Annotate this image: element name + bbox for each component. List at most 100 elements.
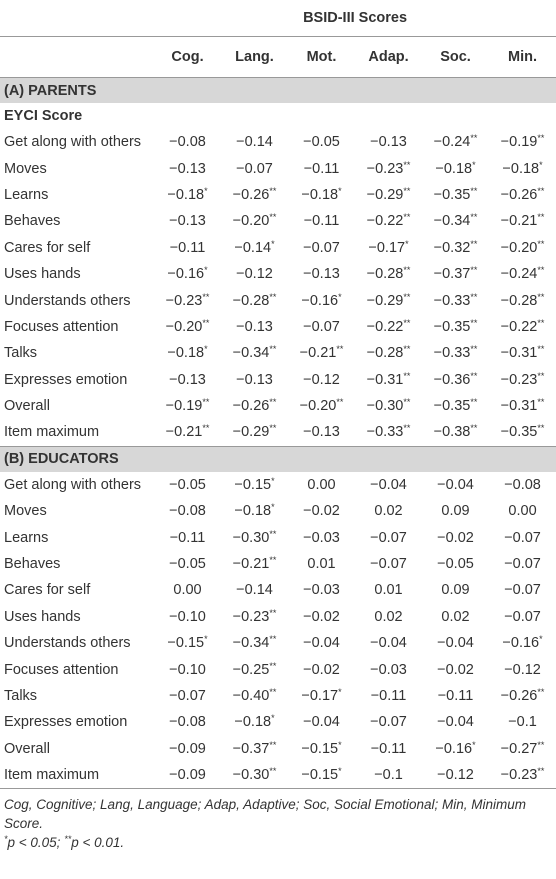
cell: −0.37** — [232, 739, 277, 757]
cell: −0.11 — [370, 740, 407, 757]
cell: 0.09 — [441, 582, 470, 599]
cell: −0.08 — [504, 476, 541, 493]
cell: −0.37** — [433, 265, 478, 283]
cell: −0.21** — [500, 212, 545, 230]
row-label: Overall — [4, 398, 50, 415]
row-label: Focuses attention — [4, 661, 119, 678]
row-label: Overall — [4, 740, 50, 757]
data-row: Moves −0.08 −0.18* −0.02 0.02 0.09 0.00 — [0, 498, 556, 524]
cell: −0.04 — [370, 635, 407, 652]
cell: −0.28** — [366, 265, 411, 283]
cell: −0.33** — [433, 291, 478, 309]
section-band: (B) EDUCATORS — [0, 445, 556, 472]
cell: −0.13 — [169, 160, 206, 177]
row-label: Understands others — [4, 635, 131, 652]
cell: −0.21** — [165, 423, 210, 441]
footnote: Cog, Cognitive; Lang, Language; Adap, Ad… — [4, 797, 527, 832]
cell: −0.14 — [236, 582, 273, 599]
cell: −0.29** — [366, 185, 411, 203]
cell: −0.27** — [500, 739, 545, 757]
cell: −0.36** — [433, 370, 478, 388]
column-header: Mot. — [288, 36, 355, 78]
data-row: Learns −0.18* −0.26** −0.18* −0.29** −0.35** −… — [0, 182, 556, 208]
results-table: BSID-III Scores Cog. Lang. Mot. Adap. Soc. Mi… — [0, 0, 556, 790]
cell: −0.16* — [167, 265, 208, 283]
cell: −0.28** — [366, 344, 411, 362]
cell: −0.18* — [301, 185, 342, 203]
row-label: Expresses emotion — [4, 714, 128, 731]
row-label: Learns — [4, 529, 49, 546]
data-row: Cares for self 0.00 −0.14 −0.03 0.01 0.09 −0.0… — [0, 577, 556, 603]
cell: −0.04 — [303, 635, 340, 652]
cell: −0.13 — [370, 134, 407, 151]
cell: −0.03 — [370, 661, 407, 678]
cell: −0.11 — [303, 213, 340, 230]
cell: −0.18* — [167, 185, 208, 203]
row-label: Expresses emotion — [4, 371, 128, 388]
cell: −0.04 — [437, 476, 474, 493]
cell: −0.13 — [236, 371, 273, 388]
cell: −0.35** — [500, 423, 545, 441]
data-row: Focuses attention −0.20** −0.13 −0.07 −0.22*… — [0, 314, 556, 340]
cell: 0.02 — [441, 608, 470, 625]
cell: −0.35** — [433, 317, 478, 335]
cell: −0.04 — [303, 714, 340, 731]
cell: −0.18* — [234, 713, 275, 731]
cell: −0.18* — [234, 502, 275, 520]
blank — [0, 36, 154, 78]
cell: −0.13 — [236, 318, 273, 335]
cell: −0.25** — [232, 660, 277, 678]
cell: −0.07 — [504, 608, 541, 625]
column-header: Min. — [489, 36, 556, 78]
cell: −0.19** — [165, 397, 210, 415]
cell: −0.07 — [370, 556, 407, 573]
data-row: Moves −0.13 −0.07 −0.11 −0.23** −0.18* −0.18* — [0, 155, 556, 181]
cell: −0.20** — [165, 317, 210, 335]
cell: −0.13 — [303, 424, 340, 441]
data-row: Learns −0.11 −0.30** −0.03 −0.07 −0.02 −0.07 — [0, 524, 556, 550]
cell: −0.1 — [508, 714, 537, 731]
cell: −0.02 — [437, 661, 474, 678]
data-row: Uses hands −0.10 −0.23** −0.02 0.02 0.02 −0.07 — [0, 604, 556, 630]
cell: −0.31** — [500, 397, 545, 415]
cell: −0.16* — [502, 634, 543, 652]
cell: −0.02 — [303, 661, 340, 678]
cell: 0.00 — [508, 503, 537, 520]
cell: −0.17* — [301, 687, 342, 705]
row-label: Talks — [4, 345, 38, 362]
cell: 0.02 — [374, 503, 403, 520]
cell: −0.12 — [422, 761, 489, 790]
row-label: Learns — [4, 186, 49, 203]
column-header: Lang. — [221, 36, 288, 78]
cell: −0.18* — [435, 159, 476, 177]
data-row: Uses hands −0.16* −0.12 −0.13 −0.28** −0.37**… — [0, 261, 556, 287]
cell: −0.38** — [433, 423, 478, 441]
cell: −0.13 — [169, 213, 206, 230]
cell: 0.00 — [307, 476, 336, 493]
cell: −0.09 — [154, 761, 221, 790]
row-label: Focuses attention — [4, 318, 119, 335]
cell: −0.29** — [232, 423, 277, 441]
cell: −0.15* — [288, 761, 355, 790]
cell: −0.34** — [433, 212, 478, 230]
section-label: (B) EDUCATORS — [0, 445, 556, 472]
row-label: Moves — [4, 160, 47, 177]
cell: −0.21** — [232, 555, 277, 573]
cell: −0.07 — [504, 529, 541, 546]
cell: −0.17* — [368, 238, 409, 256]
cell: −0.32** — [433, 238, 478, 256]
row-label: Item maximum — [0, 761, 154, 790]
cell: −0.30** — [366, 397, 411, 415]
cell: −0.23** — [165, 291, 210, 309]
row-label: Get along with others — [4, 476, 142, 493]
data-row: Overall −0.09 −0.37** −0.15* −0.11 −0.16* −0.2… — [0, 736, 556, 762]
cell: −0.28** — [232, 291, 277, 309]
cell: −0.20** — [500, 238, 545, 256]
data-row: Talks −0.18* −0.34** −0.21** −0.28** −0.33** −… — [0, 340, 556, 366]
cell: −0.07 — [303, 239, 340, 256]
row-label: Moves — [4, 503, 47, 520]
cell: −0.08 — [169, 503, 206, 520]
cell: −0.28** — [500, 291, 545, 309]
cell: −0.05 — [169, 476, 206, 493]
